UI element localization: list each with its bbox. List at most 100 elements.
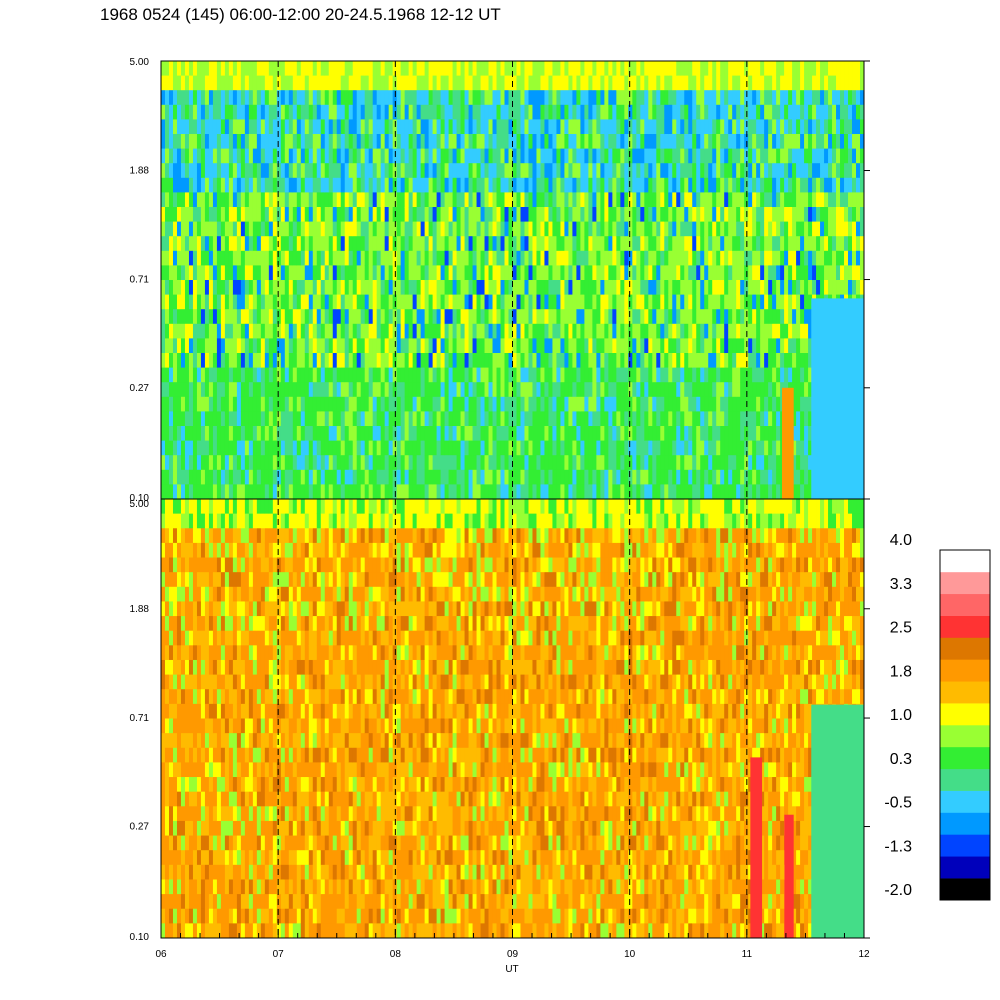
- spectrogram-cell: [572, 265, 577, 281]
- spectrogram-cell: [816, 119, 821, 135]
- spectrogram-cell: [408, 236, 414, 252]
- spectrogram-cell: [652, 396, 657, 412]
- spectrogram-cell: [792, 163, 797, 179]
- spectrogram-cell: [512, 61, 517, 76]
- spectrogram-cell: [820, 148, 825, 164]
- spectrogram-cell: [400, 323, 406, 339]
- spectrogram-cell: [296, 192, 302, 208]
- spectrogram-cell: [272, 236, 278, 252]
- spectrogram-cell: [764, 90, 769, 106]
- spectrogram-cell: [680, 61, 685, 76]
- spectrogram-cell: [176, 221, 182, 237]
- spectrogram-cell: [280, 309, 286, 325]
- spectrogram-cell: [740, 469, 745, 485]
- spectrogram-cell: [348, 469, 354, 485]
- spectrogram-cell: [300, 148, 306, 164]
- spectrogram-cell: [804, 309, 809, 325]
- spectrogram-cell: [736, 309, 741, 325]
- spectrogram-cell: [580, 134, 585, 149]
- spectrogram-cell: [424, 396, 430, 412]
- spectrogram-cell: [360, 265, 366, 281]
- spectrogram-cell: [320, 75, 326, 91]
- spectrogram-cell: [260, 396, 266, 412]
- spectrogram-cell: [372, 353, 378, 368]
- spectrogram-cell: [508, 294, 513, 310]
- spectrogram-cell: [436, 250, 441, 266]
- spectrogram-cell: [624, 119, 629, 135]
- spectrogram-cell: [572, 119, 577, 135]
- spectrogram-cell: [740, 61, 745, 76]
- spectrogram-cell: [392, 411, 398, 427]
- spectrogram-cell: [472, 411, 477, 427]
- spectrogram-cell: [660, 396, 665, 412]
- spectrogram-cell: [248, 353, 254, 368]
- spectrogram-cell: [256, 192, 262, 208]
- spectrogram-cell: [500, 250, 505, 266]
- spectrogram-cell: [268, 250, 274, 266]
- spectrogram-cell: [792, 221, 797, 237]
- spectrogram-cell: [380, 338, 386, 354]
- spectrogram-cell: [420, 265, 426, 281]
- spectrogram-cell: [372, 90, 378, 106]
- spectrogram-cell: [192, 440, 198, 456]
- spectrogram-cell: [280, 338, 286, 354]
- spectrogram-cell: [448, 250, 453, 266]
- spectrogram-cell: [332, 426, 338, 441]
- spectrogram-cell: [540, 323, 545, 339]
- spectrogram-cell: [484, 250, 489, 266]
- spectrogram-cell: [376, 207, 382, 222]
- spectrogram-cell: [768, 484, 773, 500]
- spectrogram-cell: [736, 250, 741, 266]
- spectrogram-cell: [344, 177, 350, 193]
- spectrogram-cell: [476, 134, 481, 149]
- spectrogram-cell: [352, 426, 358, 441]
- spectrogram-cell: [200, 192, 206, 208]
- spectrogram-cell: [340, 90, 346, 106]
- spectrogram-cell: [320, 207, 326, 222]
- spectrogram-cell: [168, 484, 174, 500]
- spectrogram-cell: [440, 294, 445, 310]
- spectrogram-cell: [452, 396, 457, 412]
- spectrogram-cell: [404, 163, 410, 179]
- spectrogram-cell: [224, 221, 230, 237]
- spectrogram-cell: [368, 192, 374, 208]
- spectrogram-cell: [232, 411, 238, 427]
- spectrogram-cell: [740, 440, 745, 456]
- spectrogram-cell: [304, 90, 310, 106]
- spectrogram-cell: [180, 134, 186, 149]
- spectrogram-cell: [656, 119, 661, 135]
- spectrogram-cell: [336, 192, 342, 208]
- spectrogram-cell: [536, 382, 541, 398]
- spectrogram-cell: [332, 469, 338, 485]
- spectrogram-cell: [312, 221, 318, 237]
- spectrogram-cell: [712, 382, 717, 398]
- spectrogram-cell: [468, 280, 473, 295]
- spectrogram-cell: [644, 61, 649, 76]
- spectrogram-cell: [812, 221, 817, 237]
- spectrogram-cell: [472, 221, 477, 237]
- spectrogram-cell: [788, 90, 793, 106]
- spectrogram-cell: [544, 148, 549, 164]
- spectrogram-cell: [628, 455, 633, 471]
- spectrogram-cell: [232, 353, 238, 368]
- spectrogram-cell: [412, 90, 418, 106]
- spectrogram-cell: [384, 104, 390, 120]
- spectrogram-cell: [656, 294, 661, 310]
- spectrogram-cell: [636, 119, 641, 135]
- spectrogram-cell: [264, 90, 270, 106]
- spectrogram-cell: [308, 338, 314, 354]
- spectrogram-cell: [184, 323, 190, 339]
- spectrogram-cell: [476, 119, 481, 135]
- spectrogram-cell: [220, 61, 226, 76]
- spectrogram-cell: [364, 250, 370, 266]
- spectrogram-cell: [288, 367, 294, 383]
- spectrogram-cell: [176, 148, 182, 164]
- spectrogram-cell: [452, 469, 457, 485]
- spectrogram-cell: [320, 280, 326, 295]
- spectrogram-cell: [728, 309, 733, 325]
- spectrogram-cell: [380, 367, 386, 383]
- spectrogram-cell: [696, 236, 701, 252]
- spectrogram-cell: [524, 440, 529, 456]
- spectrogram-cell: [324, 163, 330, 179]
- spectrogram-cell: [684, 250, 689, 266]
